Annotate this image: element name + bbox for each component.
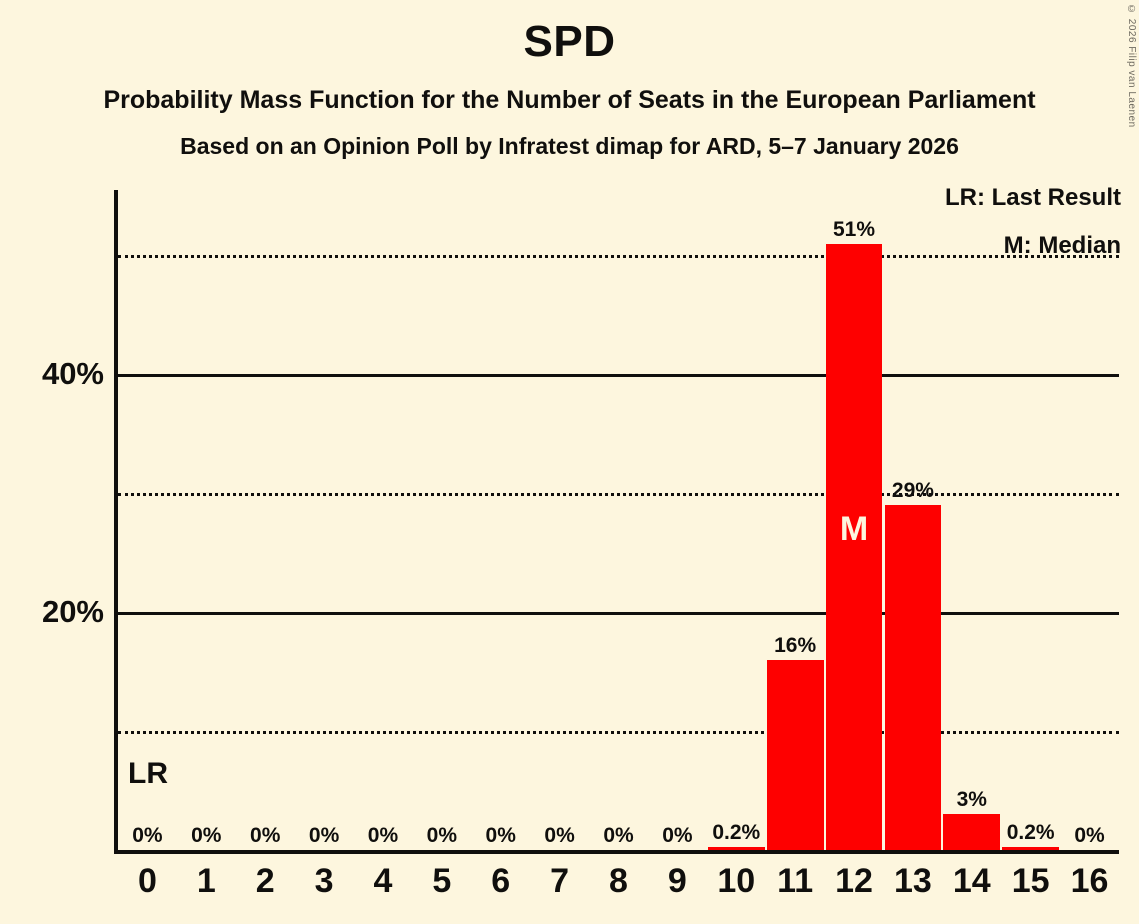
y-axis-tick-40: 40% bbox=[41, 356, 104, 392]
bar-value-label-4: 0% bbox=[367, 824, 399, 847]
x-axis-tick-labels: 0 1 2 3 4 5 6 7 8 9 10 11 12 13 14 15 16 bbox=[118, 864, 1119, 914]
y-axis-line bbox=[114, 190, 118, 854]
x-axis-tick-15: 15 bbox=[1011, 862, 1050, 900]
bar-value-label-6: 0% bbox=[485, 824, 516, 847]
chart-subtitle: Probability Mass Function for the Number… bbox=[103, 86, 1036, 114]
legend-item-median: M: Median bbox=[1003, 232, 1121, 259]
x-axis-tick-0: 0 bbox=[137, 862, 157, 900]
gridline-minor-10 bbox=[118, 731, 1119, 735]
x-axis-line bbox=[114, 850, 1119, 854]
bar-value-label-8: 0% bbox=[603, 824, 634, 847]
bar-value-label-7: 0% bbox=[544, 824, 575, 847]
bar-value-label-5: 0% bbox=[426, 824, 458, 847]
plot-area: 20% 40% 0% 0% 0% 0% 0% 0% 0% 0% 0% 0% 0.2% 16% 51% 29%… bbox=[42, 190, 1119, 854]
x-axis-tick-13: 13 bbox=[893, 862, 932, 900]
legend-item-last-result: LR: Last Result bbox=[944, 184, 1121, 211]
bar-15[interactable] bbox=[1002, 847, 1060, 850]
bar-value-label-3: 0% bbox=[308, 824, 340, 847]
bar-value-label-14: 3% bbox=[956, 788, 987, 812]
x-axis-tick-6: 6 bbox=[491, 862, 511, 900]
bar-value-label-11: 16% bbox=[774, 633, 817, 657]
x-axis-tick-2: 2 bbox=[255, 862, 275, 900]
bar-value-label-9: 0% bbox=[662, 824, 693, 847]
bar-value-label-0: 0% bbox=[132, 824, 163, 847]
chart-legend: LR: Last Result M: Median bbox=[945, 186, 1121, 258]
gridline-major-20 bbox=[118, 612, 1119, 616]
bar-value-label-1: 0% bbox=[191, 824, 222, 847]
x-axis-tick-16: 16 bbox=[1070, 862, 1109, 900]
bar-value-label-15: 0.2% bbox=[1006, 821, 1055, 844]
x-axis-tick-4: 4 bbox=[373, 862, 393, 900]
bar-value-label-12: 51% bbox=[833, 217, 876, 241]
x-axis-tick-7: 7 bbox=[550, 862, 570, 900]
bar-13[interactable] bbox=[884, 505, 942, 850]
title-block: SPD Probability Mass Function for the Nu… bbox=[0, 0, 1139, 158]
gridline-major-40 bbox=[118, 374, 1119, 378]
copyright-notice: © 2026 Filip van Laenen bbox=[1126, 4, 1137, 128]
bar-value-label-16: 0% bbox=[1074, 824, 1105, 847]
bar-12[interactable] bbox=[825, 243, 883, 850]
gridline-minor-50 bbox=[118, 255, 1119, 259]
chart-source-line: Based on an Opinion Poll by Infratest di… bbox=[180, 133, 959, 159]
x-axis-tick-8: 8 bbox=[609, 862, 628, 900]
bar-value-label-2: 0% bbox=[250, 824, 281, 847]
x-axis-tick-11: 11 bbox=[777, 862, 814, 900]
x-axis-tick-9: 9 bbox=[667, 862, 687, 900]
median-marker: M bbox=[839, 509, 869, 548]
x-axis-tick-10: 10 bbox=[717, 862, 756, 900]
x-axis-tick-5: 5 bbox=[432, 862, 452, 900]
last-result-marker: LR bbox=[128, 757, 168, 791]
bar-value-label-13: 29% bbox=[891, 479, 934, 503]
y-axis-tick-20: 20% bbox=[41, 594, 104, 630]
x-axis-tick-1: 1 bbox=[196, 862, 216, 900]
bar-value-label-10: 0.2% bbox=[712, 821, 761, 844]
x-axis-tick-12: 12 bbox=[835, 862, 873, 900]
x-axis-tick-3: 3 bbox=[314, 862, 334, 900]
x-axis-tick-14: 14 bbox=[952, 862, 991, 900]
page-title: SPD bbox=[523, 17, 616, 66]
bar-11[interactable] bbox=[766, 659, 824, 850]
bar-14[interactable] bbox=[943, 814, 1001, 850]
bar-10[interactable] bbox=[707, 847, 765, 850]
gridline-minor-30 bbox=[118, 493, 1119, 497]
